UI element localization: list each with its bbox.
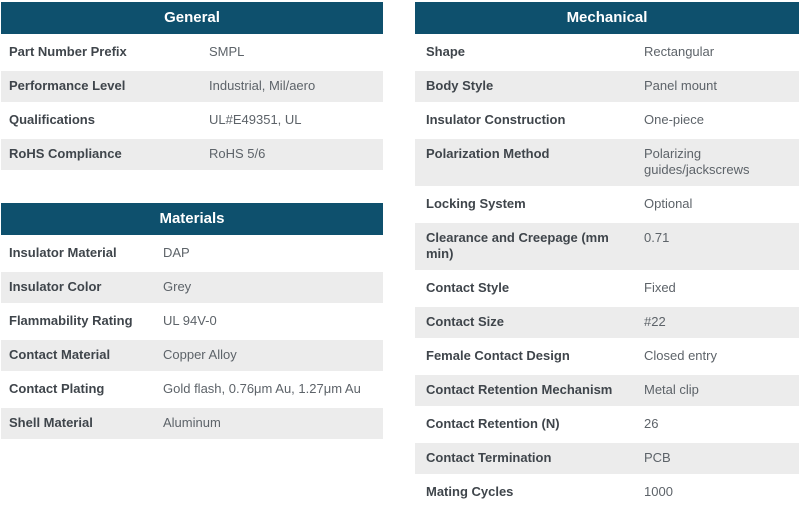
spec-label: Body Style <box>426 78 494 93</box>
spec-row: Contact Size #22 <box>415 307 799 341</box>
spec-row: Contact Retention (N) 26 <box>415 409 799 443</box>
spec-row: Contact Plating Gold flash, 0.76μm Au, 1… <box>1 374 383 408</box>
spec-label: Performance Level <box>9 78 126 93</box>
right-column: Mechanical Shape Rectangular Body Style … <box>415 2 799 511</box>
spec-row: Qualifications UL#E49351, UL <box>1 105 383 139</box>
spec-label: Insulator Color <box>9 279 102 294</box>
spec-label: Mating Cycles <box>426 484 514 499</box>
section-title-materials: Materials <box>1 203 383 235</box>
spec-section-materials: Materials Insulator Material DAP Insulat… <box>1 203 383 442</box>
spec-label: Clearance and Creepage (mm min) <box>426 230 609 261</box>
spec-value: Metal clip <box>644 382 699 397</box>
spec-row: Female Contact Design Closed entry <box>415 341 799 375</box>
spec-label: Insulator Material <box>9 245 117 260</box>
spec-value: Polarizing guides/jackscrews <box>644 146 750 177</box>
spec-row: Shape Rectangular <box>415 37 799 71</box>
spec-value: 0.71 <box>644 230 670 245</box>
spec-value: Copper Alloy <box>163 347 237 362</box>
spec-label: Contact Retention (N) <box>426 416 560 431</box>
spec-value: Fixed <box>644 280 676 295</box>
spec-label: Flammability Rating <box>9 313 133 328</box>
spec-label: Contact Size <box>426 314 505 329</box>
spec-row: Contact Retention Mechanism Metal clip <box>415 375 799 409</box>
spec-row: Insulator Color Grey <box>1 272 383 306</box>
spec-value: Optional <box>644 196 693 211</box>
spec-row: Contact Material Copper Alloy <box>1 340 383 374</box>
spec-row: Contact Style Fixed <box>415 273 799 307</box>
spec-label: Female Contact Design <box>426 348 570 363</box>
spec-row: Contact Termination PCB <box>415 443 799 477</box>
spec-value: SMPL <box>209 44 245 59</box>
spec-label: Contact Termination <box>426 450 552 465</box>
spec-row: Clearance and Creepage (mm min) 0.71 <box>415 223 799 273</box>
spec-value: Grey <box>163 279 192 294</box>
spec-label: Insulator Construction <box>426 112 566 127</box>
spec-label: Locking System <box>426 196 526 211</box>
spec-row: Insulator Construction One-piece <box>415 105 799 139</box>
spec-row: Performance Level Industrial, Mil/aero <box>1 71 383 105</box>
spec-row: Part Number Prefix SMPL <box>1 37 383 71</box>
spec-label: RoHS Compliance <box>9 146 122 161</box>
spec-value: #22 <box>644 314 666 329</box>
spec-label: Shell Material <box>9 415 93 430</box>
spec-section-general: General Part Number Prefix SMPL Performa… <box>1 2 383 173</box>
spec-value: Panel mount <box>644 78 717 93</box>
spec-label: Part Number Prefix <box>9 44 127 59</box>
spec-value: 1000 <box>644 484 673 499</box>
spec-row: Shell Material Aluminum <box>1 408 383 442</box>
spec-label: Contact Plating <box>9 381 105 396</box>
section-title-mechanical: Mechanical <box>415 2 799 34</box>
spec-row: Body Style Panel mount <box>415 71 799 105</box>
section-title-general: General <box>1 2 383 34</box>
spec-rows-materials: Insulator Material DAP Insulator Color G… <box>1 238 383 442</box>
spec-value: Rectangular <box>644 44 715 59</box>
spec-value: Industrial, Mil/aero <box>209 78 316 93</box>
spec-row: Polarization Method Polarizing guides/ja… <box>415 139 799 189</box>
spec-rows-general: Part Number Prefix SMPL Performance Leve… <box>1 37 383 173</box>
spec-value: One-piece <box>644 112 704 127</box>
left-column: General Part Number Prefix SMPL Performa… <box>1 2 383 442</box>
spec-value: Aluminum <box>163 415 221 430</box>
spec-label: Contact Retention Mechanism <box>426 382 613 397</box>
spec-value: UL 94V-0 <box>163 313 217 328</box>
spec-row: Insulator Material DAP <box>1 238 383 272</box>
spec-row: Flammability Rating UL 94V-0 <box>1 306 383 340</box>
spec-label: Qualifications <box>9 112 95 127</box>
spec-value: 26 <box>644 416 659 431</box>
spec-rows-mechanical: Shape Rectangular Body Style Panel mount… <box>415 37 799 511</box>
spec-row: RoHS Compliance RoHS 5/6 <box>1 139 383 173</box>
spec-value: Closed entry <box>644 348 717 363</box>
spec-section-mechanical: Mechanical Shape Rectangular Body Style … <box>415 2 799 511</box>
spec-label: Shape <box>426 44 466 59</box>
spec-row: Mating Cycles 1000 <box>415 477 799 511</box>
spec-label: Polarization Method <box>426 146 550 161</box>
spec-value: DAP <box>163 245 190 260</box>
spec-row: Locking System Optional <box>415 189 799 223</box>
spec-value: PCB <box>644 450 671 465</box>
spec-value: RoHS 5/6 <box>209 146 266 161</box>
spec-label: Contact Material <box>9 347 111 362</box>
spec-label: Contact Style <box>426 280 510 295</box>
spec-value: UL#E49351, UL <box>209 112 302 127</box>
spec-value: Gold flash, 0.76μm Au, 1.27μm Au <box>163 381 361 396</box>
